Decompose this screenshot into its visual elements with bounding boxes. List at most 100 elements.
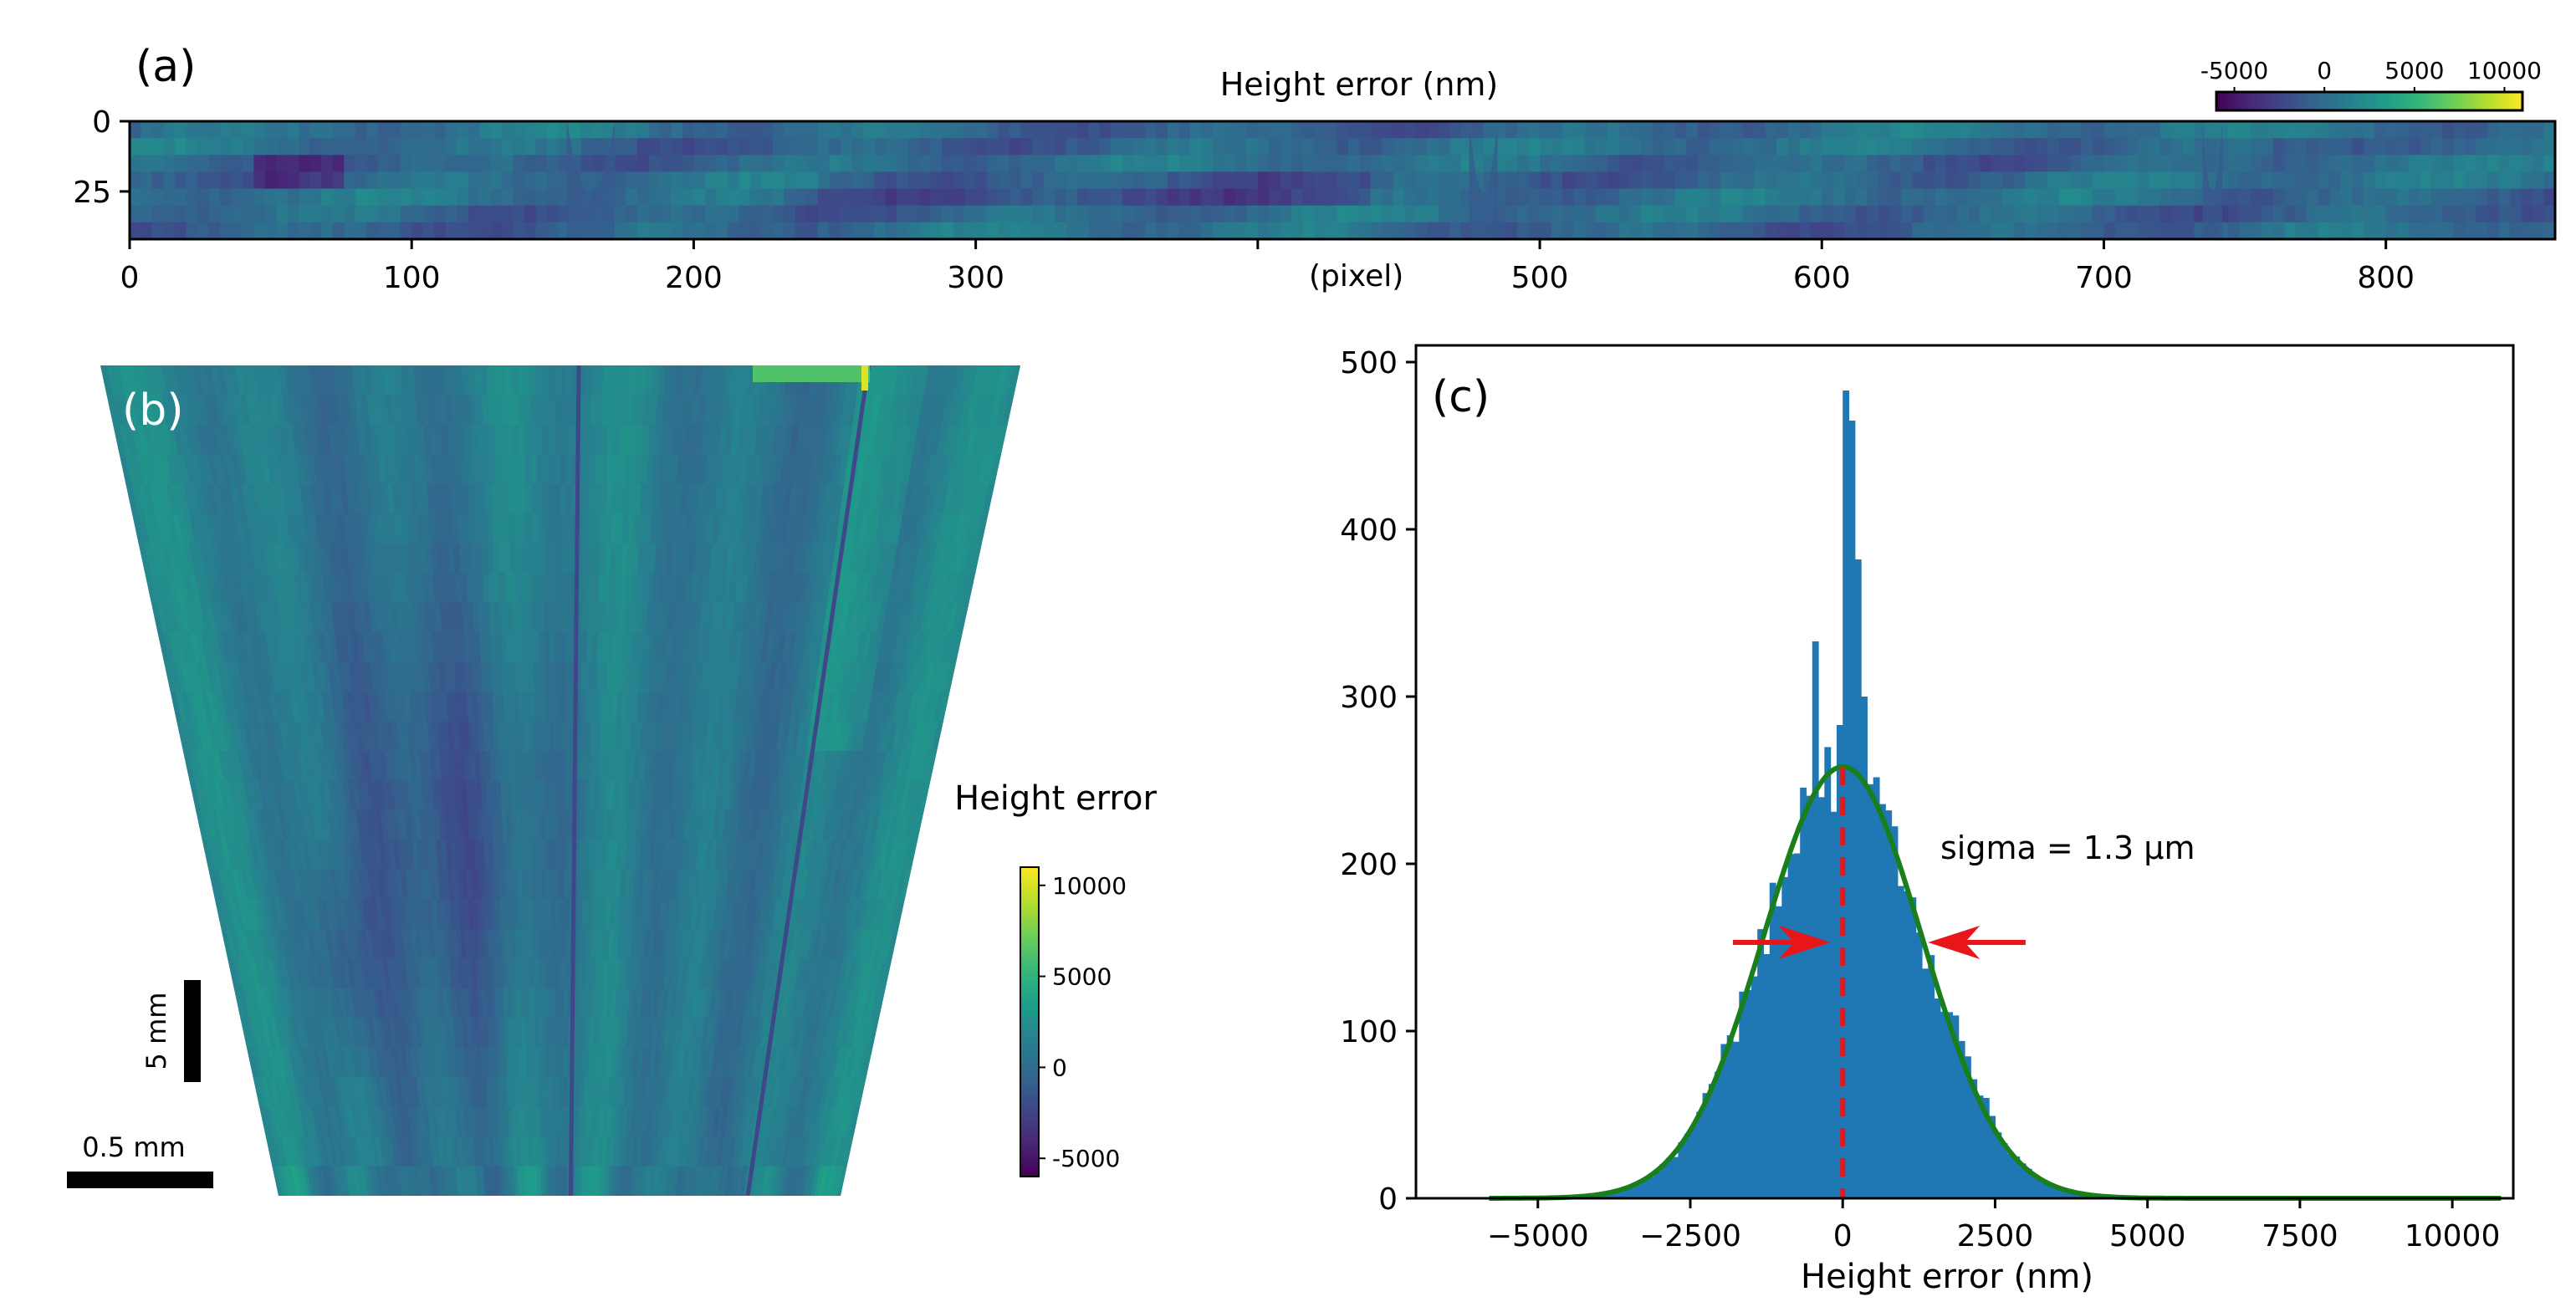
heatmap-b-cell bbox=[752, 840, 761, 870]
heatmap-b-cell bbox=[721, 988, 730, 1019]
heatmap-b-cell bbox=[528, 1136, 534, 1167]
heatmap-b-cell bbox=[769, 692, 779, 722]
heatmap-a-cell bbox=[321, 222, 334, 239]
heatmap-b-cell bbox=[246, 513, 258, 544]
heatmap-b-cell bbox=[431, 454, 439, 485]
heatmap-a-cell bbox=[1585, 188, 1597, 207]
heatmap-b-cell bbox=[441, 1077, 448, 1108]
heatmap-a-cell bbox=[1302, 222, 1316, 239]
heatmap-b-cell bbox=[425, 454, 434, 485]
heatmap-b-cell bbox=[595, 692, 602, 722]
heatmap-b-cell bbox=[542, 1018, 548, 1049]
heatmap-b-cell bbox=[222, 661, 233, 692]
heatmap-b-cell bbox=[748, 869, 758, 901]
panel-a: (a) Height error (nm) 0 100 200 300 500 600 70… bbox=[73, 42, 2557, 295]
heatmap-b-cell bbox=[267, 1047, 279, 1078]
heatmap-b-cell bbox=[171, 483, 184, 515]
heatmap-b-cell bbox=[616, 692, 623, 722]
heatmap-b-cell bbox=[623, 988, 630, 1019]
heatmap-b-cell bbox=[493, 543, 500, 574]
heatmap-b-cell bbox=[732, 1136, 740, 1167]
heatmap-b-cell bbox=[279, 692, 290, 722]
heatmap-a-cell bbox=[1822, 155, 1834, 173]
heatmap-a-cell bbox=[2126, 188, 2139, 207]
heatmap-b-cell bbox=[220, 424, 232, 456]
heatmap-a-cell bbox=[2171, 205, 2184, 223]
heatmap-b-cell bbox=[480, 869, 487, 901]
heatmap-b-cell bbox=[155, 483, 167, 515]
heatmap-b-cell bbox=[325, 454, 335, 485]
heatmap-a-cell bbox=[1066, 188, 1078, 207]
heatmap-b-cell bbox=[527, 573, 534, 604]
heatmap-b-cell bbox=[325, 1018, 335, 1049]
heatmap-b-cell bbox=[538, 573, 544, 604]
heatmap-b-cell bbox=[595, 1106, 601, 1137]
heatmap-b-cell bbox=[291, 1166, 302, 1196]
heatmap-a-cell bbox=[163, 188, 176, 207]
heatmap-b-cell bbox=[309, 365, 319, 396]
heatmap-b-cell bbox=[509, 513, 516, 544]
heatmap-b-cell bbox=[468, 365, 477, 396]
heatmap-a-cell bbox=[817, 222, 831, 239]
heatmap-a-cell bbox=[1032, 222, 1045, 239]
heatmap-b-cell bbox=[560, 899, 565, 930]
heatmap-b-cell bbox=[754, 692, 764, 722]
heatmap-b-cell bbox=[509, 899, 515, 930]
heatmap-b-cell bbox=[512, 424, 520, 456]
heatmap-b-cell bbox=[539, 632, 545, 663]
heatmap-b-cell bbox=[258, 395, 269, 426]
heatmap-b-cell bbox=[536, 454, 544, 485]
heatmap-b-cell bbox=[555, 661, 561, 692]
heatmap-a-cell bbox=[1234, 188, 1248, 207]
heatmap-b-cell bbox=[367, 692, 377, 722]
heatmap-b-cell bbox=[720, 1136, 728, 1167]
heatmap-b-cell bbox=[321, 424, 332, 456]
heatmap-b-cell bbox=[590, 958, 596, 989]
heatmap-b-cell bbox=[583, 840, 590, 870]
heatmap-a-cell bbox=[1495, 121, 1507, 139]
heatmap-b-cell bbox=[565, 424, 573, 456]
heatmap-a-cell bbox=[1652, 188, 1665, 207]
heatmap-b-cell bbox=[358, 869, 367, 901]
heatmap-b-cell bbox=[175, 692, 187, 722]
heatmap-b-cell bbox=[534, 1047, 540, 1078]
heatmap-a-cell bbox=[1810, 171, 1823, 190]
heatmap-b-cell bbox=[610, 543, 617, 574]
heatmap-b-cell bbox=[504, 573, 512, 604]
heatmap-b-cell bbox=[428, 1077, 437, 1108]
heatmap-b-cell bbox=[480, 365, 488, 396]
heatmap-a-cell bbox=[942, 222, 954, 239]
heatmap-b-cell bbox=[611, 692, 618, 722]
heatmap-b-cell bbox=[689, 1136, 698, 1167]
heatmap-b-cell bbox=[731, 661, 740, 692]
heatmap-b-cell bbox=[700, 988, 708, 1019]
heatmap-b-cell bbox=[288, 809, 299, 841]
heatmap-a-cell bbox=[2397, 121, 2410, 139]
heatmap-b-cell bbox=[816, 573, 827, 604]
heatmap-b-cell bbox=[532, 928, 539, 960]
heatmap-a-cell bbox=[321, 205, 334, 223]
heatmap-b-cell bbox=[606, 988, 612, 1019]
heatmap-b-cell bbox=[671, 632, 679, 663]
heatmap-b-cell bbox=[445, 692, 453, 722]
heatmap-b-cell bbox=[794, 661, 804, 692]
heatmap-b-cell bbox=[178, 424, 191, 456]
heatmap-a-cell bbox=[1009, 222, 1022, 239]
heatmap-b-cell bbox=[636, 692, 644, 722]
heatmap-a-cell bbox=[1585, 121, 1597, 139]
heatmap-a-cell bbox=[276, 188, 289, 207]
heatmap-b-cell bbox=[284, 1047, 294, 1078]
heatmap-b-cell bbox=[371, 1047, 381, 1078]
heatmap-b-cell bbox=[575, 1077, 580, 1108]
heatmap-a-cell bbox=[2352, 138, 2364, 156]
heatmap-b-cell bbox=[313, 632, 324, 663]
heatmap-b-cell bbox=[238, 780, 250, 811]
heatmap-b-cell bbox=[633, 958, 641, 989]
heatmap-a-cell bbox=[197, 138, 210, 156]
heatmap-b-cell bbox=[641, 573, 650, 604]
heatmap-b-cell bbox=[468, 721, 475, 752]
heatmap-b-cell bbox=[442, 543, 450, 574]
heatmap-b-cell bbox=[657, 692, 665, 722]
heatmap-b-cell bbox=[822, 483, 833, 515]
heatmap-b-cell bbox=[308, 1018, 319, 1049]
